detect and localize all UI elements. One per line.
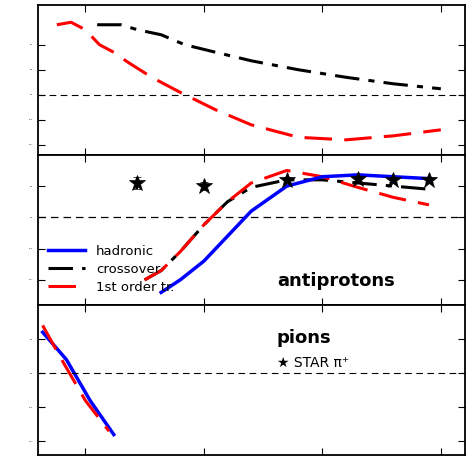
Text: antiprotons: antiprotons	[277, 272, 394, 290]
Text: pions: pions	[277, 329, 331, 347]
Text: ★ STAR π⁺: ★ STAR π⁺	[277, 356, 349, 370]
Legend: hadronic, crossover, 1st order tr.: hadronic, crossover, 1st order tr.	[43, 239, 180, 300]
